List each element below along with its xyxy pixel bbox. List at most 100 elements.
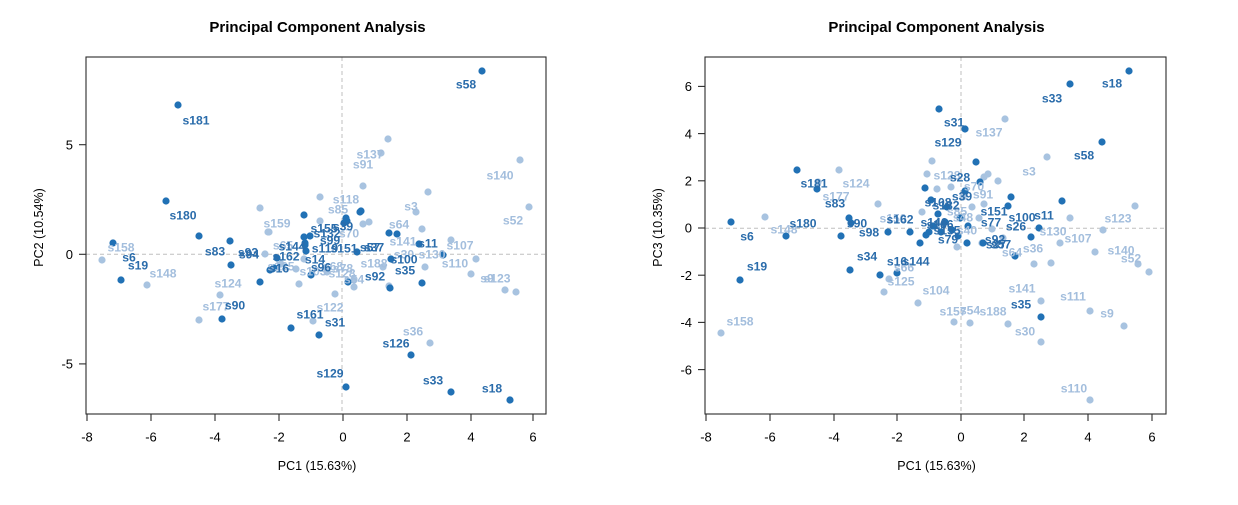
svg-text:s28: s28 — [950, 171, 971, 185]
svg-text:s100: s100 — [390, 253, 417, 267]
svg-text:s90: s90 — [847, 217, 868, 231]
svg-text:-4: -4 — [680, 315, 692, 330]
svg-text:2: 2 — [403, 429, 410, 444]
svg-text:s3: s3 — [1022, 165, 1036, 179]
svg-text:s78: s78 — [333, 262, 354, 276]
svg-text:s100: s100 — [1008, 211, 1035, 225]
svg-text:s148: s148 — [770, 223, 797, 237]
svg-text:s3: s3 — [404, 200, 418, 214]
svg-text:0: 0 — [957, 429, 964, 444]
svg-text:s110: s110 — [442, 257, 469, 271]
svg-text:s129: s129 — [934, 136, 961, 150]
svg-text:s19: s19 — [128, 259, 149, 273]
svg-text:-2: -2 — [680, 268, 692, 283]
svg-text:s141: s141 — [389, 235, 416, 249]
svg-text:s130: s130 — [418, 248, 445, 262]
svg-text:6: 6 — [685, 79, 692, 94]
svg-text:-8: -8 — [81, 429, 93, 444]
svg-text:s111: s111 — [1060, 290, 1086, 304]
svg-text:PC2 (10.54%): PC2 (10.54%) — [32, 188, 46, 267]
svg-text:-6: -6 — [764, 429, 776, 444]
svg-text:s144: s144 — [278, 240, 305, 254]
svg-text:s92: s92 — [985, 233, 1006, 247]
svg-text:s162: s162 — [886, 213, 913, 227]
svg-text:s157: s157 — [939, 305, 966, 319]
svg-text:s58: s58 — [1074, 149, 1095, 163]
svg-text:s103: s103 — [299, 265, 326, 279]
svg-text:s137: s137 — [975, 126, 1002, 140]
svg-text:-2: -2 — [891, 429, 903, 444]
svg-text:s52: s52 — [1121, 252, 1142, 266]
svg-text:6: 6 — [1148, 429, 1155, 444]
svg-text:s36: s36 — [403, 325, 424, 339]
svg-text:s125: s125 — [887, 275, 914, 289]
svg-text:s18: s18 — [1102, 77, 1123, 91]
svg-text:s91: s91 — [353, 158, 374, 172]
svg-text:PC1 (15.63%): PC1 (15.63%) — [897, 459, 976, 473]
svg-text:s54: s54 — [960, 304, 981, 318]
svg-text:s124: s124 — [214, 277, 241, 291]
svg-text:s16: s16 — [269, 262, 290, 276]
svg-text:s107: s107 — [1064, 232, 1091, 246]
svg-text:s104: s104 — [922, 284, 949, 298]
svg-text:s37: s37 — [986, 238, 1007, 252]
svg-text:0: 0 — [339, 429, 346, 444]
svg-text:s6: s6 — [740, 230, 754, 244]
svg-text:s92: s92 — [365, 270, 386, 284]
svg-text:s35: s35 — [1011, 298, 1032, 312]
svg-text:s93: s93 — [238, 246, 259, 260]
svg-text:s128: s128 — [933, 169, 960, 183]
svg-text:s83: s83 — [825, 197, 846, 211]
svg-text:s132: s132 — [313, 227, 340, 241]
svg-text:s31: s31 — [325, 316, 346, 330]
svg-text:s128: s128 — [328, 267, 355, 281]
svg-text:s125: s125 — [267, 260, 294, 274]
svg-text:2: 2 — [1020, 429, 1027, 444]
svg-text:s146: s146 — [920, 216, 947, 230]
svg-text:s16: s16 — [887, 255, 908, 269]
svg-text:s158: s158 — [726, 315, 753, 329]
svg-text:s129: s129 — [316, 367, 343, 381]
svg-text:-6: -6 — [145, 429, 157, 444]
svg-text:s118: s118 — [333, 193, 360, 207]
svg-text:s65: s65 — [273, 239, 294, 253]
svg-text:0: 0 — [66, 247, 73, 262]
svg-text:s70: s70 — [339, 227, 360, 241]
svg-text:s36: s36 — [1023, 242, 1044, 256]
svg-text:s66: s66 — [894, 261, 915, 275]
svg-text:s33: s33 — [423, 374, 444, 388]
svg-text:s18: s18 — [482, 382, 503, 396]
svg-text:s144: s144 — [902, 255, 929, 269]
svg-text:s14: s14 — [305, 253, 326, 267]
svg-text:4: 4 — [1084, 429, 1091, 444]
svg-text:s177: s177 — [202, 300, 229, 314]
svg-text:s119: s119 — [312, 242, 339, 256]
svg-text:s39: s39 — [952, 190, 973, 204]
svg-text:s181: s181 — [182, 114, 209, 128]
svg-text:s180: s180 — [789, 217, 816, 231]
svg-text:s162: s162 — [272, 250, 299, 264]
svg-text:s177: s177 — [822, 190, 849, 204]
svg-text:s91: s91 — [973, 188, 994, 202]
svg-text:s123: s123 — [1104, 212, 1131, 226]
svg-text:s85: s85 — [328, 203, 349, 217]
svg-text:s150: s150 — [879, 212, 906, 226]
svg-text:s64: s64 — [389, 218, 410, 232]
svg-text:s159: s159 — [263, 217, 290, 231]
svg-text:-6: -6 — [680, 362, 692, 377]
svg-text:s188: s188 — [360, 257, 387, 271]
svg-text:s122: s122 — [316, 301, 343, 315]
svg-text:s96: s96 — [311, 261, 332, 275]
svg-text:-2: -2 — [273, 429, 285, 444]
svg-text:s58: s58 — [456, 78, 477, 92]
svg-text:s188: s188 — [979, 305, 1006, 319]
svg-text:s110: s110 — [1061, 382, 1088, 396]
svg-text:s123: s123 — [483, 272, 510, 286]
svg-text:s11: s11 — [418, 237, 438, 251]
svg-text:s158: s158 — [107, 241, 134, 255]
svg-text:s26: s26 — [1006, 220, 1027, 234]
svg-text:4: 4 — [685, 126, 692, 141]
svg-text:s6: s6 — [122, 251, 136, 265]
svg-text:s30: s30 — [394, 248, 415, 262]
svg-text:s33: s33 — [1042, 92, 1063, 106]
